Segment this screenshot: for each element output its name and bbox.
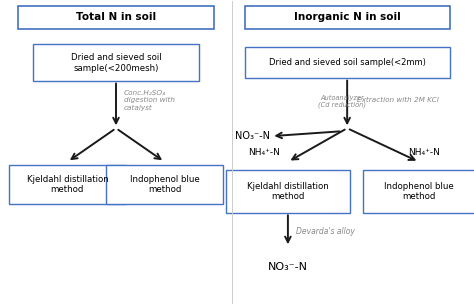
Text: Inorganic N in soil: Inorganic N in soil xyxy=(294,12,401,22)
Text: Autoanalyzer
(Cd reduction): Autoanalyzer (Cd reduction) xyxy=(319,95,366,108)
FancyBboxPatch shape xyxy=(245,6,450,29)
Text: NO₃⁻-N: NO₃⁻-N xyxy=(236,131,271,141)
Text: Extraction with 2M KCl: Extraction with 2M KCl xyxy=(357,98,438,103)
FancyBboxPatch shape xyxy=(245,48,450,78)
Text: Kjeldahl distillation
method: Kjeldahl distillation method xyxy=(27,175,108,194)
FancyBboxPatch shape xyxy=(363,170,474,213)
Text: Dried and sieved soil sample(<2mm): Dried and sieved soil sample(<2mm) xyxy=(269,58,426,67)
Text: Kjeldahl distillation
method: Kjeldahl distillation method xyxy=(247,182,329,201)
FancyBboxPatch shape xyxy=(106,165,223,204)
Text: Devarda's alloy: Devarda's alloy xyxy=(296,227,355,236)
Text: Dried and sieved soil
sample(<200mesh): Dried and sieved soil sample(<200mesh) xyxy=(71,53,161,73)
Text: Total N in soil: Total N in soil xyxy=(76,12,156,22)
FancyBboxPatch shape xyxy=(33,45,199,81)
FancyBboxPatch shape xyxy=(9,165,126,204)
Text: NH₄⁺-N: NH₄⁺-N xyxy=(248,148,280,156)
Text: NH₄⁺-N: NH₄⁺-N xyxy=(408,148,440,156)
Text: Conc.H₂SO₄
digestion with
catalyst: Conc.H₂SO₄ digestion with catalyst xyxy=(124,90,175,111)
Text: NO₃⁻-N: NO₃⁻-N xyxy=(268,262,308,272)
FancyBboxPatch shape xyxy=(226,170,350,213)
Text: Indophenol blue
method: Indophenol blue method xyxy=(384,182,454,201)
FancyBboxPatch shape xyxy=(18,6,214,29)
Text: Indophenol blue
method: Indophenol blue method xyxy=(130,175,200,194)
